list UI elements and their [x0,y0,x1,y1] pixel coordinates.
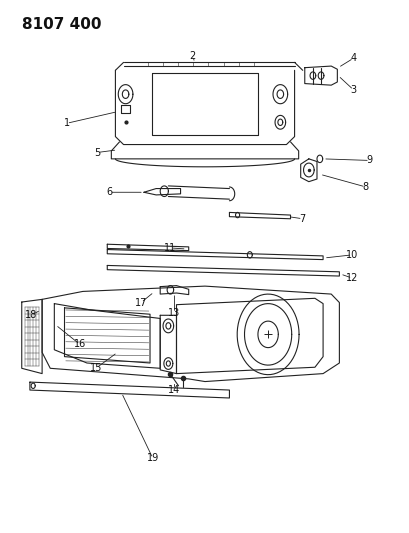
Text: 8107 400: 8107 400 [22,17,101,33]
Text: 10: 10 [346,250,357,260]
Text: 5: 5 [94,148,100,158]
Text: 13: 13 [168,308,180,318]
Text: 8: 8 [362,182,368,192]
Text: 14: 14 [168,384,180,394]
Text: 19: 19 [146,454,159,463]
Text: 18: 18 [25,310,37,320]
Text: 11: 11 [164,243,176,253]
Text: 7: 7 [299,214,305,224]
Text: 16: 16 [74,340,86,350]
Text: 15: 15 [90,364,102,373]
Text: 17: 17 [135,297,147,308]
Text: 1: 1 [63,118,70,128]
Text: 4: 4 [350,53,356,63]
Text: 3: 3 [350,85,356,95]
Text: 2: 2 [189,51,196,61]
Text: 9: 9 [366,156,372,165]
Text: 6: 6 [106,187,112,197]
Text: 12: 12 [345,273,358,283]
